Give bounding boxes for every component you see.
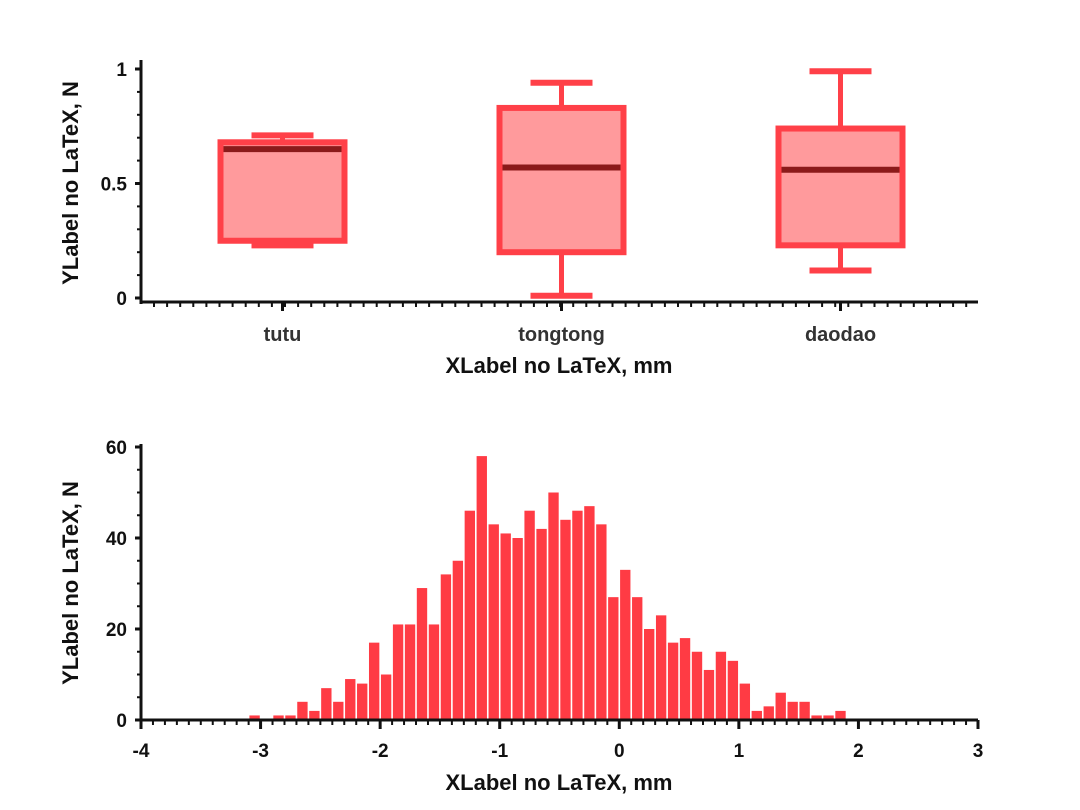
x-tick-label: 2: [853, 741, 864, 762]
histogram-bar: [572, 510, 583, 720]
x-tick-label: -4: [133, 741, 150, 762]
histogram-bar: [404, 624, 416, 720]
box-tutu: [217, 132, 348, 249]
histogram-bar: [763, 706, 774, 720]
box-plot-chart: 00.51 tutu tongtong daodao XLabel no LaTeX…: [58, 60, 978, 378]
histogram-bar: [249, 715, 260, 720]
box-plot-x-ticks: tutu tongtong daodao: [153, 302, 968, 346]
histogram-bar: [368, 642, 380, 720]
histogram-bar: [321, 688, 332, 720]
histogram-bar: [715, 651, 727, 720]
histogram-bar: [476, 456, 487, 720]
histogram-bar: [608, 597, 619, 720]
box-plot-y-axis-label: YLabel no LaTeX, N: [58, 81, 83, 285]
x-tick-label: 0: [614, 741, 625, 762]
histogram-bar: [512, 538, 523, 720]
histogram-bar: [345, 679, 356, 720]
histogram-bar: [787, 701, 798, 720]
x-tick-label: 1: [734, 741, 745, 762]
histogram-bar: [811, 715, 822, 720]
box-plot-x-axis-label: XLabel no LaTeX, mm: [446, 353, 673, 378]
histogram-bar: [488, 524, 499, 720]
box-plot-boxes: [217, 68, 906, 299]
histogram-bar: [667, 642, 679, 720]
y-tick-label: 0: [116, 289, 127, 310]
histogram-bar: [775, 692, 786, 720]
histogram-bar: [464, 510, 475, 720]
x-tick-label: -2: [372, 741, 389, 762]
histogram-bar: [500, 533, 511, 720]
histogram-bar: [799, 701, 810, 720]
histogram-bar: [416, 588, 428, 720]
x-tick-label: 3: [973, 741, 984, 762]
y-tick-label: 0.5: [101, 175, 128, 196]
histogram-x-ticks: -4 -3 -2 -1 0 1 2 3: [133, 720, 984, 762]
y-tick-label: 0: [116, 711, 127, 732]
histogram-axes: [139, 444, 978, 722]
histogram-bar: [727, 660, 739, 720]
box-plot-y-ticks: 00.51: [101, 60, 141, 310]
histogram-bar: [392, 624, 404, 720]
y-tick-label: 40: [106, 529, 127, 550]
box-iqr: [217, 139, 348, 244]
histogram-y-axis-label: YLabel no LaTeX, N: [58, 481, 83, 685]
histogram-bar: [679, 638, 691, 720]
histogram-bar: [333, 701, 344, 720]
x-tick-label: daodao: [805, 324, 876, 346]
histogram-bar: [357, 683, 368, 720]
histogram-bar: [309, 710, 320, 720]
histogram-bar: [691, 651, 703, 720]
histogram-chart: 0 20 40 60 -4 -3 -2 -1 0 1 2 3 XLabel no LaTeX, mm…: [58, 438, 983, 795]
histogram-bar: [835, 710, 846, 720]
histogram-bar: [452, 560, 464, 720]
histogram-bar: [440, 574, 452, 720]
histogram-bar: [739, 683, 751, 720]
box-daodao: [775, 68, 906, 274]
histogram-x-axis-label: XLabel no LaTeX, mm: [446, 770, 673, 795]
histogram-bar: [655, 615, 667, 720]
box-iqr: [775, 125, 906, 249]
x-tick-label: tongtong: [518, 324, 605, 346]
histogram-bar: [297, 701, 308, 720]
histogram-bar: [751, 710, 762, 720]
histogram-bar: [524, 510, 535, 720]
y-tick-label: 1: [116, 60, 127, 81]
histogram-bar: [632, 597, 643, 720]
histogram-bar: [584, 506, 595, 720]
histogram-bar: [644, 629, 655, 720]
histogram-bar: [703, 669, 715, 720]
histogram-bar: [620, 569, 631, 720]
x-tick-label: -3: [252, 741, 269, 762]
histogram-bar: [596, 524, 607, 720]
histogram-bar: [285, 715, 296, 720]
x-tick-label: -1: [491, 741, 508, 762]
histogram-y-ticks: 0 20 40 60: [106, 438, 141, 732]
histogram-bar: [548, 492, 559, 720]
histogram-bar: [536, 528, 547, 720]
box-iqr: [496, 104, 627, 256]
box-tongtong: [496, 79, 627, 299]
histogram-bar: [823, 715, 834, 720]
y-tick-label: 20: [106, 620, 127, 641]
y-tick-label: 60: [106, 438, 127, 459]
histogram-bars: [249, 456, 846, 720]
x-tick-label: tutu: [264, 324, 302, 346]
histogram-bar: [560, 519, 571, 720]
histogram-bar: [428, 624, 440, 720]
histogram-bar: [273, 715, 284, 720]
histogram-bar: [380, 674, 392, 720]
